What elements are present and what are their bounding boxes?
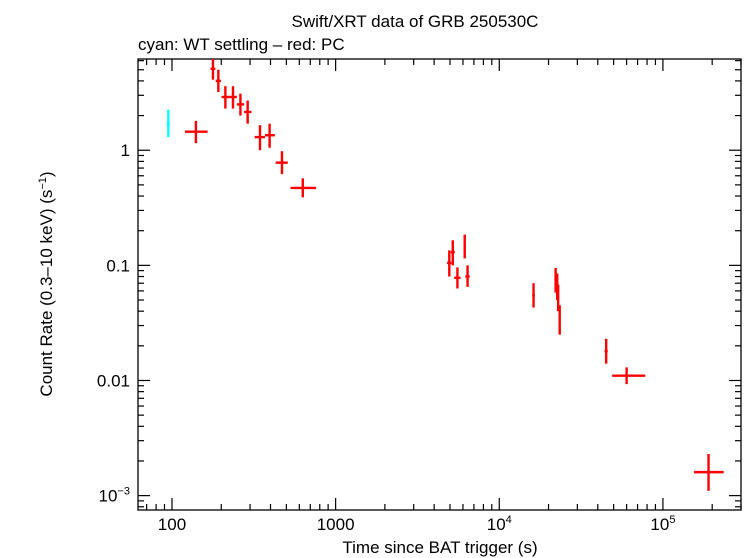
chart-subtitle: cyan: WT settling – red: PC	[138, 35, 345, 54]
plot-frame	[137, 58, 742, 511]
data-point	[604, 338, 608, 364]
x-axis-label: Time since BAT trigger (s)	[342, 538, 537, 557]
data-point	[447, 250, 452, 277]
data-point	[244, 100, 252, 124]
data-point	[465, 265, 470, 287]
data-point	[254, 125, 265, 151]
data-points	[166, 59, 724, 491]
data-point	[454, 267, 461, 289]
data-point	[694, 453, 724, 491]
x-tick-label: 100	[158, 515, 186, 534]
x-tick-label: 105	[650, 514, 675, 534]
y-tick-label: 10−3	[99, 486, 130, 506]
data-point	[215, 69, 221, 93]
axis-ticks	[138, 59, 742, 510]
x-tick-label: 1000	[317, 515, 355, 534]
data-point	[450, 240, 455, 266]
data-point	[210, 59, 216, 80]
data-point	[556, 284, 560, 312]
x-tick-label: 104	[487, 514, 512, 534]
data-point	[290, 178, 317, 198]
chart-title: Swift/XRT data of GRB 250530C	[292, 12, 539, 31]
data-point	[558, 305, 561, 335]
data-point	[463, 234, 466, 259]
y-tick-label: 0.01	[97, 371, 130, 390]
y-axis-label: Count Rate (0.3–10 keV) (s−1)	[37, 171, 56, 396]
data-point	[229, 86, 237, 109]
data-point	[221, 86, 230, 109]
data-point	[275, 151, 288, 175]
data-point	[612, 367, 646, 385]
x-tick-labels: 100 1000 104 105	[158, 514, 676, 534]
data-point	[264, 123, 275, 148]
y-tick-label: 1	[121, 141, 130, 160]
data-point	[166, 109, 170, 138]
y-tick-labels: 10−3 0.01 0.1 1	[97, 141, 130, 505]
data-point	[236, 93, 245, 116]
y-tick-label: 0.1	[106, 256, 130, 275]
data-point	[184, 120, 208, 144]
data-point	[532, 283, 535, 308]
